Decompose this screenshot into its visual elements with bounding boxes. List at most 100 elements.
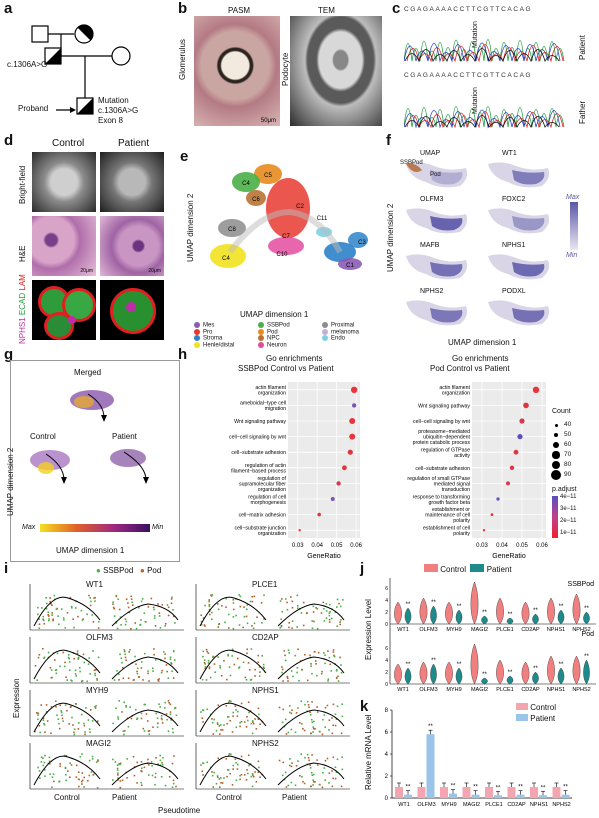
cell-point bbox=[307, 704, 310, 706]
cell-point bbox=[246, 648, 249, 651]
gene-tick-label: MAGI2 bbox=[471, 687, 488, 693]
go-term-label: establishment or bbox=[432, 507, 470, 513]
cell-point bbox=[202, 709, 205, 712]
cell-point bbox=[175, 785, 177, 788]
violin bbox=[557, 609, 565, 625]
cell-point bbox=[80, 609, 83, 612]
cell-point bbox=[332, 724, 334, 727]
cell-point bbox=[132, 755, 135, 758]
cell-point bbox=[136, 761, 139, 764]
go-term-label: ameboidal−type cell bbox=[240, 401, 286, 407]
cell-point bbox=[83, 724, 86, 727]
cell-point bbox=[40, 704, 43, 706]
count-legend-row: 50 bbox=[550, 430, 596, 440]
cell-point bbox=[326, 704, 329, 707]
cell-point bbox=[257, 760, 260, 763]
k-legend-patient: Patient bbox=[530, 714, 556, 723]
go-dot bbox=[482, 529, 486, 532]
cell-point bbox=[287, 731, 290, 734]
cell-point bbox=[258, 713, 260, 716]
cell-point bbox=[232, 764, 235, 767]
i-ylabel: Expression bbox=[12, 678, 21, 718]
cell-point bbox=[117, 718, 120, 720]
feature-umap bbox=[406, 300, 468, 326]
cell-point bbox=[63, 665, 66, 668]
cell-point bbox=[112, 758, 114, 761]
cell-point bbox=[200, 620, 203, 623]
cell-point bbox=[147, 758, 149, 761]
gene-tick-label: PLCE1 bbox=[496, 687, 513, 693]
cell-point bbox=[77, 615, 79, 618]
cell-point bbox=[123, 701, 125, 704]
cell-point bbox=[217, 757, 220, 760]
cell-point bbox=[124, 623, 127, 626]
bright-patient bbox=[100, 152, 164, 212]
cell-point bbox=[44, 731, 46, 733]
legend-swatch bbox=[322, 328, 328, 335]
cell-point bbox=[93, 772, 96, 775]
count-legend-row: 60 bbox=[550, 440, 596, 450]
trend-line bbox=[33, 649, 101, 680]
trend-line bbox=[33, 596, 101, 627]
cell-point bbox=[327, 680, 329, 682]
cell-point bbox=[120, 624, 122, 626]
cluster-label-c3: C3 bbox=[358, 240, 366, 246]
gene-tick-label: MYH9 bbox=[446, 687, 461, 693]
cell-point bbox=[246, 604, 249, 606]
cell-point bbox=[112, 606, 115, 609]
go-term-label: supramolecular fiber bbox=[239, 481, 286, 487]
cell-point bbox=[171, 727, 174, 730]
cell-point bbox=[170, 663, 173, 665]
cell-point bbox=[219, 733, 221, 735]
gene-label: MYH9 bbox=[86, 686, 109, 695]
cell-point bbox=[331, 732, 334, 735]
violin bbox=[547, 655, 555, 685]
cell-point bbox=[50, 706, 53, 708]
violin bbox=[430, 605, 437, 625]
cell-point bbox=[48, 756, 51, 759]
k-y-tick-label: 0 bbox=[385, 796, 389, 802]
violin bbox=[496, 659, 504, 685]
cell-point bbox=[89, 673, 92, 675]
cell-point bbox=[302, 780, 304, 783]
cell-point bbox=[145, 713, 148, 715]
cell-point bbox=[200, 614, 203, 616]
feature-umap bbox=[488, 162, 550, 188]
pseudotime-svg bbox=[29, 584, 184, 631]
cell-point bbox=[155, 712, 157, 715]
gene-tick-label: NPHS2 bbox=[572, 627, 590, 633]
cell-point bbox=[143, 730, 146, 732]
cell-point bbox=[334, 777, 337, 780]
cell-point bbox=[76, 652, 79, 655]
cell-point bbox=[211, 594, 214, 596]
cell-point bbox=[136, 718, 138, 721]
cell-point bbox=[313, 651, 316, 653]
legend-item: Stroma bbox=[194, 335, 222, 342]
cell-point bbox=[291, 620, 294, 622]
cell-point bbox=[81, 619, 84, 621]
cell-point bbox=[235, 762, 237, 764]
cell-point bbox=[48, 760, 51, 763]
cell-point bbox=[225, 597, 227, 600]
cell-point bbox=[46, 602, 48, 605]
cell-point bbox=[219, 777, 222, 779]
cell-point bbox=[341, 703, 343, 706]
cell-point bbox=[339, 623, 342, 626]
cell-point bbox=[38, 653, 41, 656]
cell-point bbox=[172, 677, 175, 679]
cell-point bbox=[315, 663, 317, 665]
cell-point bbox=[81, 680, 83, 683]
cell-point bbox=[130, 598, 133, 600]
trend-line bbox=[111, 709, 179, 733]
cell-point bbox=[309, 713, 312, 716]
cell-point bbox=[245, 678, 248, 681]
cell-point bbox=[43, 657, 45, 660]
k-bar bbox=[552, 787, 561, 798]
plot-background bbox=[288, 382, 360, 538]
cell-point bbox=[220, 729, 222, 731]
cell-point bbox=[51, 786, 53, 789]
cell-point bbox=[310, 785, 312, 788]
cell-point bbox=[295, 765, 298, 767]
panel-label-a: a bbox=[4, 0, 13, 17]
x-tick-label: 0.04 bbox=[496, 543, 508, 549]
